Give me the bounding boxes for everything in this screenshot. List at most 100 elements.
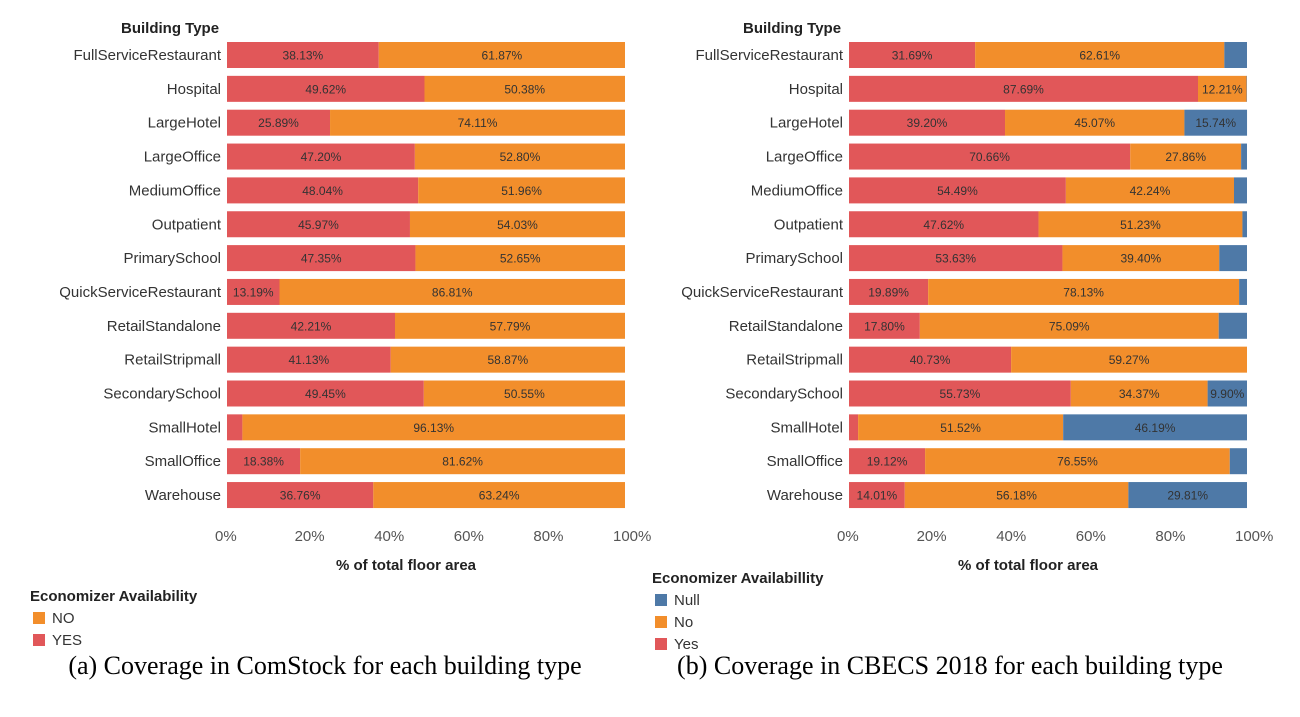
x-tick-label: 40% [374,528,404,545]
data-label: 78.13% [1063,285,1104,299]
bar-segment-no [1038,211,1243,238]
bar-segment-null [1207,380,1247,407]
legend-swatch [655,638,667,650]
bar-segment-yes [849,143,1131,170]
data-label: 14.01% [857,489,898,503]
legend-swatch [655,594,667,606]
bar-segment-yes [849,414,859,441]
data-label: 39.20% [907,116,948,130]
bar-segment-yes [849,278,929,305]
bar-segment-no [975,42,1225,68]
bar-segment-null [1239,278,1247,305]
bar-segment-no [919,312,1219,339]
bar-segment-yes [849,75,1199,102]
category-label: MediumOffice [751,182,843,199]
bar-segment-no [279,278,625,305]
bar-segment-yes [227,278,280,305]
x-tick-label: 40% [996,528,1026,545]
data-label: 27.86% [1165,150,1206,164]
x-tick-label: 0% [837,528,859,545]
data-label: 42.24% [1130,184,1171,198]
bar-segment-yes [849,448,926,475]
x-tick-label: 20% [917,528,947,545]
bar-segment-yes [227,346,391,373]
data-label: 75.09% [1049,319,1090,333]
bar-segment-null [1233,177,1247,204]
legend-swatch [33,634,45,646]
bar-segment-no [330,109,625,136]
chart-comstock: Building Type FullServiceRestaurant 38.13%… [30,20,651,649]
data-label: 74.11% [458,116,498,130]
bar-segment-no [373,482,625,509]
row-header: Building Type [121,20,219,37]
category-label: SmallHotel [148,419,221,436]
category-label: Hospital [789,81,843,98]
data-label: 54.49% [937,184,978,198]
data-label: 56.18% [996,489,1037,503]
legend-title: Economizer Availabillity [652,570,824,587]
bar-segment-null [1242,211,1247,238]
data-label: 40.73% [910,353,951,367]
data-label: 53.63% [935,252,976,266]
bar-segment-null [1218,312,1247,339]
category-label: QuickServiceRestaurant [59,284,222,301]
legend-swatch [33,612,45,624]
category-label: Warehouse [767,487,843,504]
category-label: Outpatient [152,216,222,233]
bar-segment-no [1005,109,1185,136]
legend-label: Yes [674,636,698,653]
bar-segment-yes [849,312,920,339]
bar-segment-null [1063,414,1247,441]
category-label: RetailStandalone [729,318,843,335]
data-label: 18.38% [243,455,284,469]
category-label: SmallOffice [767,453,843,470]
legend-label: No [674,614,693,631]
x-tick-label: 60% [1076,528,1106,545]
data-label: 39.40% [1120,252,1161,266]
data-label: 70.66% [969,150,1010,164]
bar-segment-yes [849,211,1039,238]
bar-segment-no [415,245,625,272]
x-tick-label: 60% [454,528,484,545]
data-label: 50.55% [504,387,545,401]
bar-segment-yes [849,109,1006,136]
bar-segment-null [1128,482,1247,509]
data-label: 45.97% [298,218,339,232]
data-label: 47.62% [923,218,964,232]
data-label: 55.73% [940,387,981,401]
data-label: 19.89% [868,285,909,299]
bar-segment-no [424,75,625,102]
data-label: 46.19% [1135,421,1176,435]
x-tick-label: 20% [295,528,325,545]
data-label: 9.90% [1210,387,1244,401]
category-label: MediumOffice [129,182,221,199]
x-tick-label: 100% [613,528,651,545]
bar-segment-yes [849,245,1063,272]
category-label: Outpatient [774,216,844,233]
data-label: 50.38% [504,82,545,96]
data-label: 48.04% [302,184,343,198]
bar-segment-no [1062,245,1220,272]
bar-segment-yes [227,109,331,136]
data-label: 96.13% [413,421,454,435]
category-label: PrimarySchool [745,250,843,267]
category-label: SmallOffice [145,453,221,470]
data-label: 42.21% [291,319,332,333]
bar-segment-yes [227,245,416,272]
bar-segment-no [1011,346,1247,373]
data-label: 47.35% [301,252,342,266]
legend-title: Economizer Availability [30,588,198,605]
bar-segment-no [409,211,625,238]
bar-segment-no [904,482,1129,509]
category-label: LargeHotel [148,115,221,132]
data-label: 54.03% [497,218,538,232]
legend-label: NO [52,610,75,627]
category-label: QuickServiceRestaurant [681,284,844,301]
bar-segment-null [1229,448,1247,475]
bar-segment-no [423,380,625,407]
bar-segment-no [300,448,625,475]
bar-segment-no [1070,380,1208,407]
bar-segment-no [858,414,1064,441]
data-label: 41.13% [288,353,329,367]
bar-segment-yes [227,177,419,204]
